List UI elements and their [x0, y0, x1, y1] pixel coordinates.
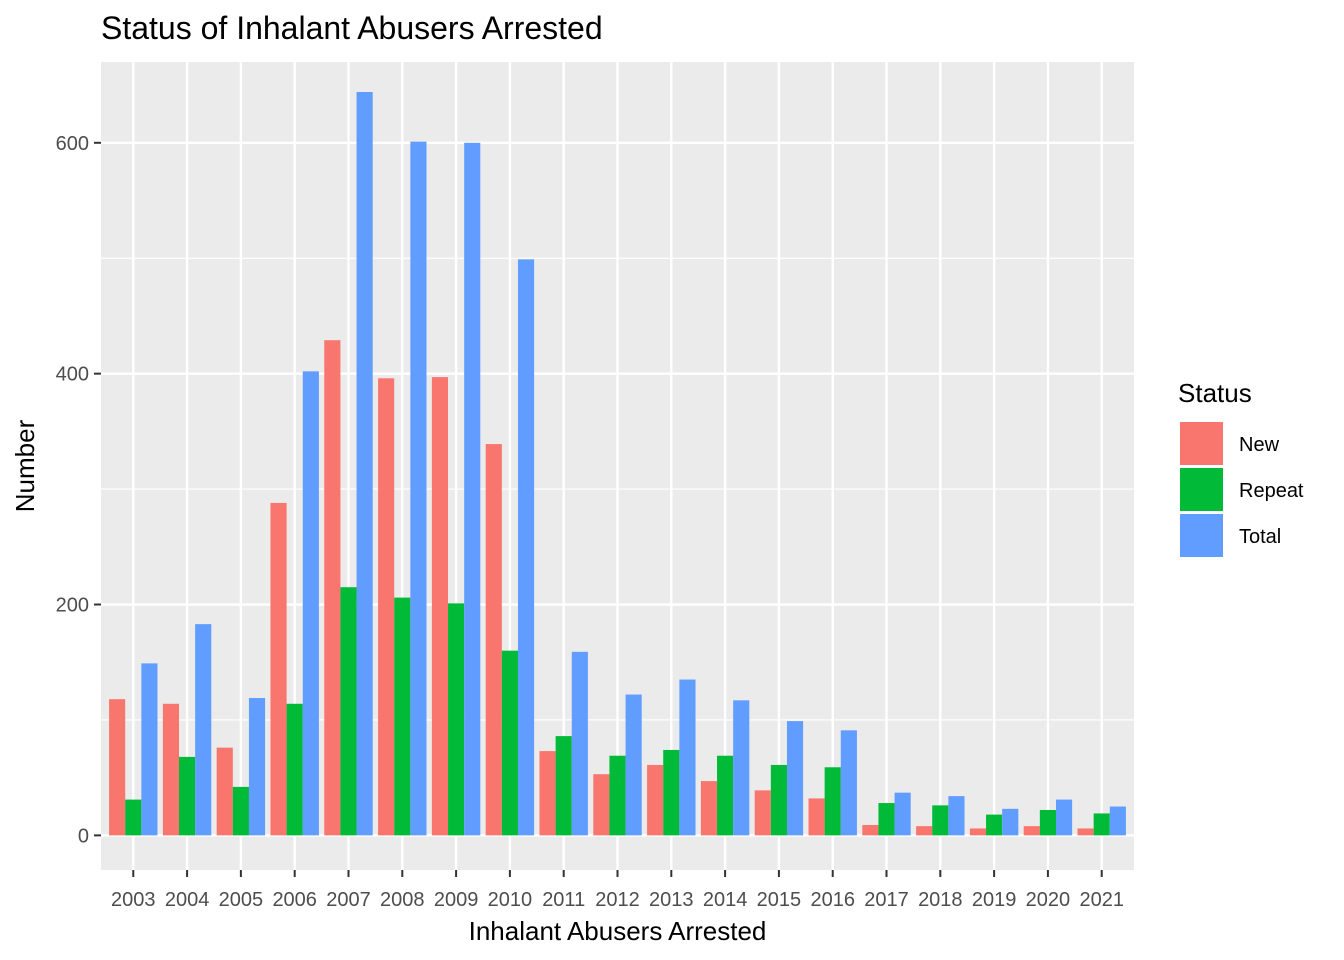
x-tick-label: 2008: [380, 889, 425, 911]
bar-repeat-2008: [394, 597, 411, 836]
x-axis-title: Inhalant Abusers Arrested: [469, 916, 767, 946]
x-tick-label: 2005: [219, 889, 264, 911]
x-tick-label: 2015: [757, 889, 802, 911]
bar-total-2004: [195, 624, 212, 836]
bar-repeat-2020: [1039, 809, 1056, 836]
x-axis: 2003 2004 2005 2006 2007 2008 2009 2010 2011 2012…: [111, 870, 1124, 911]
bar-repeat-2009: [448, 603, 465, 836]
x-tick-label: 2020: [1026, 889, 1071, 911]
bar-new-2018: [916, 826, 933, 836]
bar-new-2019: [969, 828, 987, 836]
bar-total-2020: [1055, 799, 1073, 836]
bar-total-2014: [733, 700, 750, 836]
bar-repeat-2003: [125, 799, 142, 836]
bar-new-2006: [270, 502, 287, 836]
bar-new-2009: [431, 377, 449, 836]
bar-new-2015: [754, 790, 771, 836]
bar-total-2006: [302, 371, 319, 836]
chart-title: Status of Inhalant Abusers Arrested: [101, 10, 603, 46]
bar-repeat-2016: [824, 767, 841, 836]
bar-new-2014: [700, 781, 718, 836]
bar-new-2020: [1023, 826, 1040, 836]
bar-repeat-2013: [663, 749, 680, 836]
y-tick-label: 0: [78, 825, 89, 847]
x-tick-label: 2004: [165, 889, 210, 911]
x-tick-label: 2016: [810, 889, 855, 911]
bar-total-2013: [679, 679, 696, 836]
bar-new-2013: [647, 764, 664, 836]
bar-repeat-2012: [609, 755, 626, 836]
legend-key-new: [1180, 422, 1223, 465]
y-tick-label: 400: [56, 364, 89, 386]
bar-total-2018: [948, 796, 965, 836]
bar-repeat-2004: [179, 756, 196, 836]
bar-total-2005: [248, 698, 266, 836]
legend-label-total: Total: [1239, 526, 1281, 548]
bar-total-2016: [840, 730, 857, 836]
bar-repeat-2015: [770, 764, 787, 836]
x-tick-label: 2021: [1079, 889, 1124, 911]
bar-new-2021: [1077, 828, 1094, 836]
bar-repeat-2010: [501, 650, 518, 836]
bar-repeat-2011: [555, 736, 572, 836]
bar-new-2012: [593, 774, 610, 836]
x-tick-label: 2014: [703, 889, 748, 911]
legend-key-repeat: [1180, 468, 1223, 511]
bar-total-2012: [625, 694, 642, 836]
x-tick-label: 2006: [272, 889, 317, 911]
bar-new-2011: [539, 751, 556, 836]
x-tick-label: 2007: [326, 889, 371, 911]
bar-total-2021: [1109, 806, 1126, 836]
bar-new-2008: [378, 378, 395, 836]
x-tick-label: 2009: [434, 889, 479, 911]
x-tick-label: 2017: [864, 889, 909, 911]
x-tick-label: 2011: [542, 889, 585, 911]
bar-total-2011: [571, 651, 588, 836]
bar-new-2016: [808, 798, 825, 836]
bar-repeat-2005: [232, 786, 249, 836]
bar-repeat-2019: [986, 814, 1003, 836]
bar-new-2003: [109, 699, 126, 836]
bar-repeat-2007: [340, 587, 357, 836]
bar-total-2007: [356, 92, 373, 836]
legend: Status New Repeat Total: [1178, 378, 1304, 557]
bar-total-2015: [786, 721, 804, 836]
bar-total-2003: [141, 663, 158, 836]
bar-new-2010: [485, 444, 502, 836]
x-tick-label: 2012: [595, 889, 640, 911]
bar-repeat-2006: [286, 703, 303, 836]
x-tick-label: 2018: [918, 889, 963, 911]
bar-total-2010: [517, 259, 535, 836]
bar-new-2017: [862, 824, 879, 836]
bar-repeat-2017: [878, 803, 895, 836]
x-tick-label: 2003: [111, 889, 156, 911]
bar-new-2004: [162, 703, 180, 836]
bar-repeat-2018: [932, 805, 949, 836]
bar-new-2007: [324, 340, 341, 836]
legend-key-total: [1180, 514, 1223, 557]
bar-total-2009: [464, 142, 481, 836]
x-tick-label: 2010: [488, 889, 533, 911]
legend-label-new: New: [1239, 434, 1280, 456]
legend-title: Status: [1178, 378, 1252, 408]
y-axis-title: Number: [10, 419, 40, 512]
y-tick-label: 600: [56, 133, 89, 155]
bar-total-2019: [1002, 808, 1019, 836]
bar-repeat-2014: [717, 755, 734, 836]
x-tick-label: 2013: [649, 889, 694, 911]
y-tick-label: 200: [56, 595, 89, 617]
y-axis: 0 200 400 600: [56, 133, 101, 847]
bar-total-2017: [894, 792, 911, 836]
bar-new-2005: [216, 747, 233, 836]
bar-repeat-2021: [1093, 813, 1110, 836]
bars: [109, 92, 1126, 836]
bar-total-2008: [410, 141, 427, 836]
legend-label-repeat: Repeat: [1239, 480, 1304, 502]
x-tick-label: 2019: [972, 889, 1017, 911]
